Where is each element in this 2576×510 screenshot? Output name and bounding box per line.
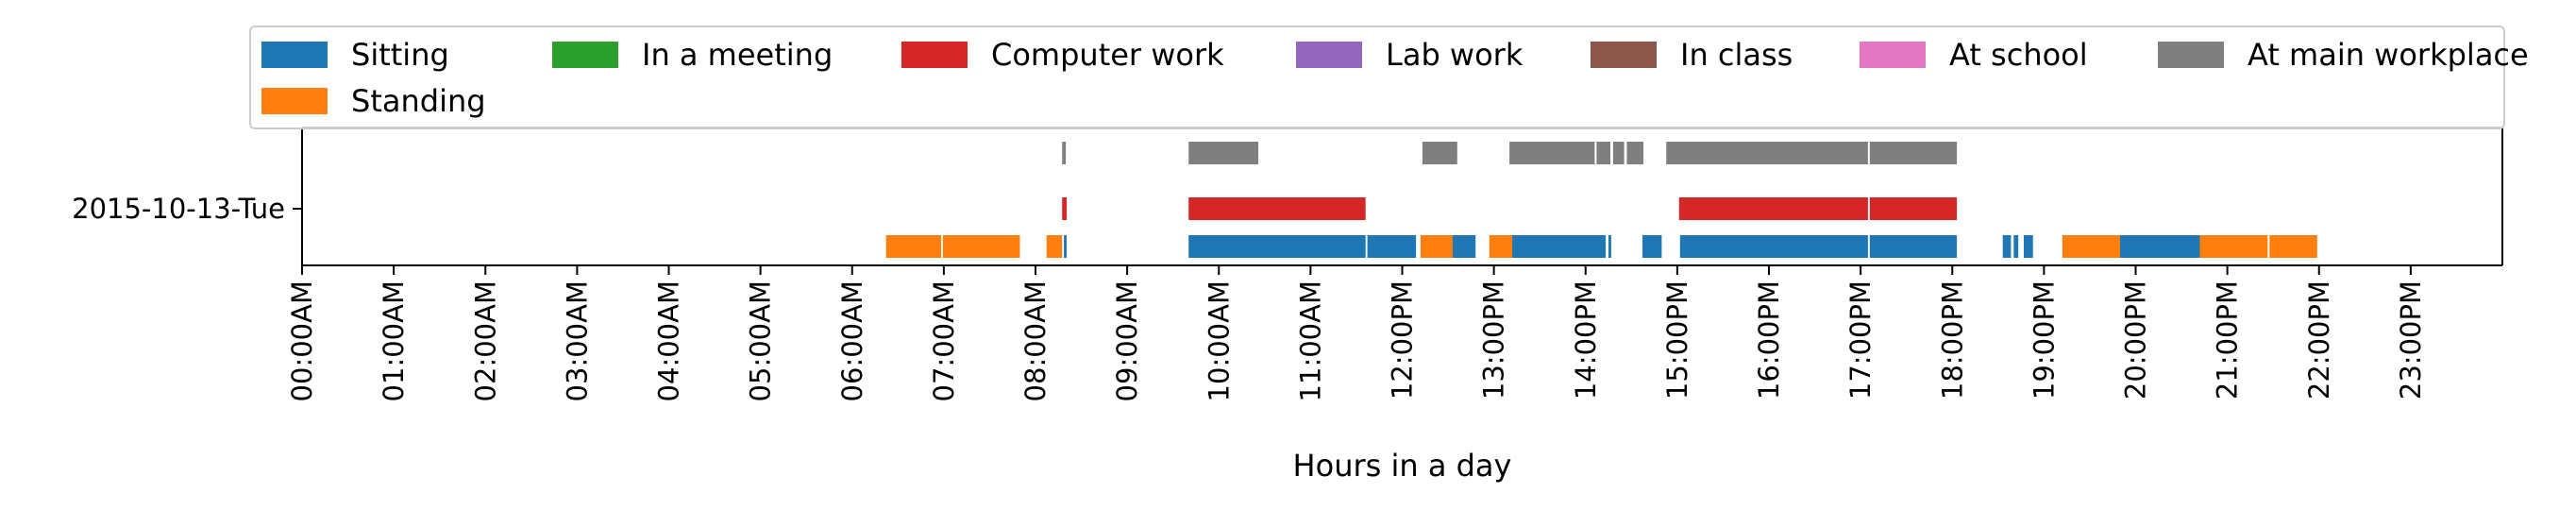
at-main-workplace-bar xyxy=(1509,142,1595,164)
legend-item-computer-work: Computer work xyxy=(901,37,1224,73)
at-main-workplace-bar xyxy=(1666,142,1868,164)
legend-item-sitting: Sitting xyxy=(261,37,449,73)
activity-bars xyxy=(885,142,2317,258)
x-tick-label: 15:00PM xyxy=(1661,280,1693,400)
x-tick-label: 20:00PM xyxy=(2120,280,2152,400)
legend-swatch xyxy=(552,42,618,68)
x-tick-label: 05:00AM xyxy=(745,280,777,401)
legend-label: Lab work xyxy=(1386,37,1524,73)
sitting-bar xyxy=(1679,235,1868,258)
computer-work-bar xyxy=(1869,197,1958,220)
standing-bar xyxy=(1420,235,1453,258)
at-main-workplace-bar xyxy=(1062,142,1067,164)
x-tick-label: 06:00AM xyxy=(836,280,868,401)
sitting-bar xyxy=(1367,235,1417,258)
sitting-bar xyxy=(1642,235,1662,258)
sitting-bar xyxy=(1188,235,1366,258)
legend-swatch xyxy=(901,42,968,68)
legend-swatch xyxy=(1591,42,1657,68)
x-axis-label: Hours in a day xyxy=(1293,448,1512,484)
x-tick-label: 18:00PM xyxy=(1936,280,1968,400)
at-main-workplace-bar xyxy=(1612,142,1625,164)
x-tick-label: 11:00AM xyxy=(1294,280,1326,401)
legend-entries: Sitting In a meeting Computer work Lab work… xyxy=(261,37,2529,119)
x-tick-label: 10:00AM xyxy=(1203,280,1235,401)
legend-swatch xyxy=(1860,42,1926,68)
legend-label: Computer work xyxy=(991,37,1224,73)
x-tick-label: 19:00PM xyxy=(2028,280,2060,400)
legend-item-at-main-workplace: At main workplace xyxy=(2158,37,2529,73)
legend-item-in-a-meeting: In a meeting xyxy=(552,37,833,73)
computer-work-bar xyxy=(1062,197,1068,220)
x-tick-label: 07:00AM xyxy=(928,280,960,401)
computer-work-bar xyxy=(1678,197,1868,220)
x-tick-label: 08:00AM xyxy=(1019,280,1052,401)
x-axis-ticks: 00:00AM 01:00AM 02:00AM 03:00AM 04:00AM 05:00… xyxy=(286,265,2427,401)
sitting-bar xyxy=(1869,235,1958,258)
x-tick-label: 16:00PM xyxy=(1753,280,1785,400)
x-tick-label: 03:00AM xyxy=(561,280,593,401)
x-tick-label: 09:00AM xyxy=(1111,280,1143,401)
legend-label: At school xyxy=(1949,37,2088,73)
y-tick-label: 2015-10-13-Tue xyxy=(72,193,285,225)
x-tick-label: 00:00AM xyxy=(286,280,318,401)
at-main-workplace-bar xyxy=(1596,142,1610,164)
x-tick-label: 04:00AM xyxy=(653,280,685,401)
legend-swatch xyxy=(261,42,328,68)
legend-label: Standing xyxy=(351,83,486,119)
sitting-bar xyxy=(1608,235,1611,258)
at-main-workplace-bar xyxy=(1188,142,1258,164)
legend-label: In a meeting xyxy=(642,37,833,73)
computer-work-bar xyxy=(1188,197,1366,220)
legend-item-lab-work: Lab work xyxy=(1296,37,1524,73)
legend-label: At main workplace xyxy=(2248,37,2529,73)
at-main-workplace-bar xyxy=(1869,142,1958,164)
legend-label: In class xyxy=(1680,37,1793,73)
at-main-workplace-bar xyxy=(1422,142,1457,164)
legend-item-at-school: At school xyxy=(1860,37,2088,73)
sitting-bar xyxy=(1064,235,1067,258)
sitting-bar xyxy=(2002,235,2012,258)
x-tick-label: 01:00AM xyxy=(378,280,410,401)
x-tick-label: 17:00PM xyxy=(1844,280,1877,400)
standing-bar xyxy=(885,235,941,258)
legend: Sitting In a meeting Computer work Lab work… xyxy=(249,26,2529,129)
sitting-bar xyxy=(2013,235,2019,258)
sitting-bar xyxy=(2024,235,2033,258)
standing-bar xyxy=(2269,235,2317,258)
standing-bar xyxy=(1046,235,1063,258)
x-tick-label: 14:00PM xyxy=(1570,280,1602,400)
plot-area: 00:00AM 01:00AM 02:00AM 03:00AM 04:00AM 05:00… xyxy=(72,127,2503,401)
x-tick-label: 12:00PM xyxy=(1387,280,1419,400)
legend-item-in-class: In class xyxy=(1591,37,1793,73)
x-tick-label: 23:00PM xyxy=(2395,280,2427,400)
legend-swatch xyxy=(2158,42,2224,68)
standing-bar xyxy=(2062,235,2120,258)
standing-bar xyxy=(942,235,1020,258)
at-main-workplace-bar xyxy=(1626,142,1643,164)
x-tick-label: 22:00PM xyxy=(2303,280,2335,400)
legend-swatch xyxy=(261,88,328,114)
x-tick-label: 21:00PM xyxy=(2212,280,2244,400)
x-tick-label: 13:00PM xyxy=(1478,280,1510,400)
sitting-bar xyxy=(2120,235,2200,258)
y-axis-ticks: 2015-10-13-Tue xyxy=(72,193,302,225)
standing-bar xyxy=(2199,235,2268,258)
x-tick-label: 02:00AM xyxy=(469,280,501,401)
legend-frame xyxy=(249,26,2505,129)
legend-swatch xyxy=(1296,42,1362,68)
legend-label: Sitting xyxy=(351,37,449,73)
legend-item-standing: Standing xyxy=(261,83,486,119)
standing-bar xyxy=(1489,235,1513,258)
sitting-bar xyxy=(1510,235,1607,258)
